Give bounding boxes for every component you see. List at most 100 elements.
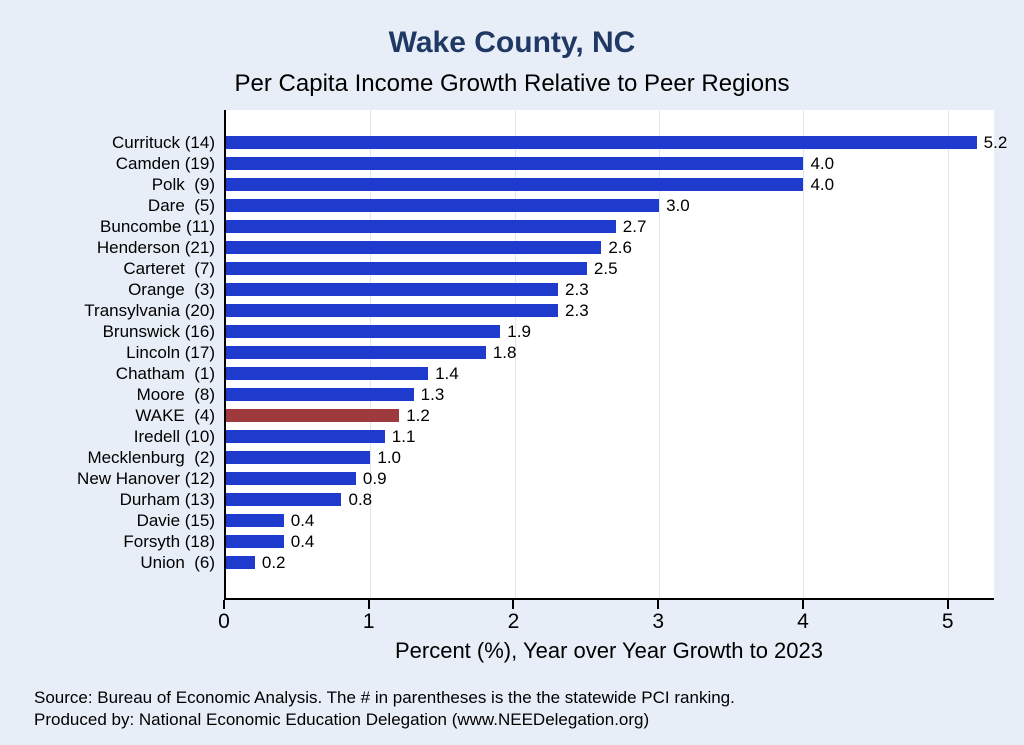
category-label: Lincoln (17) [126,343,215,362]
bar-row: 2.3 [226,300,994,321]
category-label: Mecklenburg (2) [87,448,215,467]
bar [226,199,660,212]
plot-area: 5.2 4.0 4.0 3.0 2.7 2.6 2.5 2.3 2.3 1.9 1.8 1.4 1.3 1… [224,110,1007,600]
bar-value-label: 4.0 [810,154,835,173]
bar-row: 1.1 [226,426,994,447]
gridline [514,110,516,598]
bar-row: 2.6 [226,237,994,258]
bar [226,346,486,359]
bar-value-label: 0.8 [348,490,373,509]
chart-body: Currituck (14) Camden (19) Polk (9) Dare (5… [12,110,1007,600]
bar-row: 0.9 [226,468,994,489]
bar-row: 2.7 [226,216,994,237]
x-tick [223,600,225,609]
x-tick [801,600,804,609]
x-tick-label: 3 [652,610,665,633]
bar-value-label: 2.3 [565,280,589,299]
bar [226,241,602,254]
source-note: Source: Bureau of Economic Analysis. The… [34,688,735,707]
gridline [659,110,661,598]
category-labels: Currituck (14) Camden (19) Polk (9) Dare (5… [12,110,224,600]
bar-value-label: 0.4 [290,511,315,530]
bar [226,514,284,527]
bar-value-label: 2.3 [565,301,589,320]
x-tick [367,600,370,609]
bar-value-label: 1.1 [391,427,416,446]
x-tick-label: 0 [218,610,230,633]
highlighted-bar [226,409,400,422]
bar-row: 5.2 [226,132,1007,153]
bar-row: 0.4 [226,531,994,552]
category-label: Camden (19) [115,154,215,173]
bar-value-label: 0.4 [290,532,315,551]
category-label: Union (6) [140,553,215,572]
bar-value-label: 2.7 [622,217,647,236]
category-label: Orange (3) [128,280,215,299]
category-label: Henderson (21) [96,238,215,257]
bar-value-label: 1.4 [435,364,459,383]
bar-row: 1.0 [226,447,994,468]
x-tick [512,600,515,609]
bar [226,304,559,317]
bar [226,367,429,380]
bar-value-label: 5.2 [983,133,1008,152]
category-label: Davie (15) [136,511,215,530]
bar-row: 1.9 [226,321,994,342]
bar-row: 2.3 [226,279,994,300]
bar-row: 0.4 [226,510,994,531]
gridline [947,110,949,598]
bar-row: 0.8 [226,489,994,510]
bar [226,493,342,506]
category-label: WAKE (4) [135,406,215,425]
bar [226,430,385,443]
bar [226,388,414,401]
footer: Source: Bureau of Economic Analysis. The… [34,687,735,731]
bar-value-label: 3.0 [666,196,690,215]
bar-value-label: 1.0 [377,448,401,467]
category-label: Polk (9) [151,175,215,194]
bar [226,157,804,170]
x-tick [657,600,660,609]
bar-value-label: 0.2 [261,553,286,572]
x-tick-label: 4 [797,610,809,633]
bar [226,178,804,191]
x-axis: 0 1 2 3 4 5 [218,600,994,636]
category-label: Forsyth (18) [123,532,215,551]
bar [226,325,501,338]
bar-row: 1.8 [226,342,994,363]
chart-title: Wake County, NC [388,26,636,59]
category-label: Buncombe (11) [100,217,215,236]
bar-row: 4.0 [226,174,994,195]
x-axis-label: Percent (%), Year over Year Growth to 20… [394,638,824,663]
bar [226,283,559,296]
category-label: New Hanover (12) [77,469,215,488]
bar [226,220,616,233]
category-label: Brunswick (16) [102,322,215,341]
bar-value-label: 0.9 [362,469,387,488]
category-label: Durham (13) [119,490,215,509]
bar-row: 1.3 [226,384,994,405]
bar [226,472,356,485]
bar-row: 4.0 [226,153,994,174]
x-tick-label: 1 [362,610,375,633]
x-tick-label: 2 [507,610,520,633]
category-label: Carteret (7) [123,259,215,278]
produced-by-note: Produced by: National Economic Education… [34,710,650,729]
bar [226,451,371,464]
bar-row: 3.0 [226,195,994,216]
bar-value-label: 1.9 [507,322,531,341]
bar-value-label: 1.3 [420,385,445,404]
bar [226,535,284,548]
category-label: Iredell (10) [133,427,215,446]
bar-value-label: 2.5 [593,259,618,278]
bar [226,556,255,569]
category-label: Transylvania (20) [84,301,215,320]
category-label: Moore (8) [136,385,215,404]
bar [226,136,977,149]
category-label: Currituck (14) [112,133,215,152]
category-label: Chatham (1) [115,364,215,383]
bar-value-label: 4.0 [810,175,835,194]
x-tick [946,600,949,609]
bar [226,262,587,275]
chart-subtitle: Per Capita Income Growth Relative to Pee… [234,70,790,97]
